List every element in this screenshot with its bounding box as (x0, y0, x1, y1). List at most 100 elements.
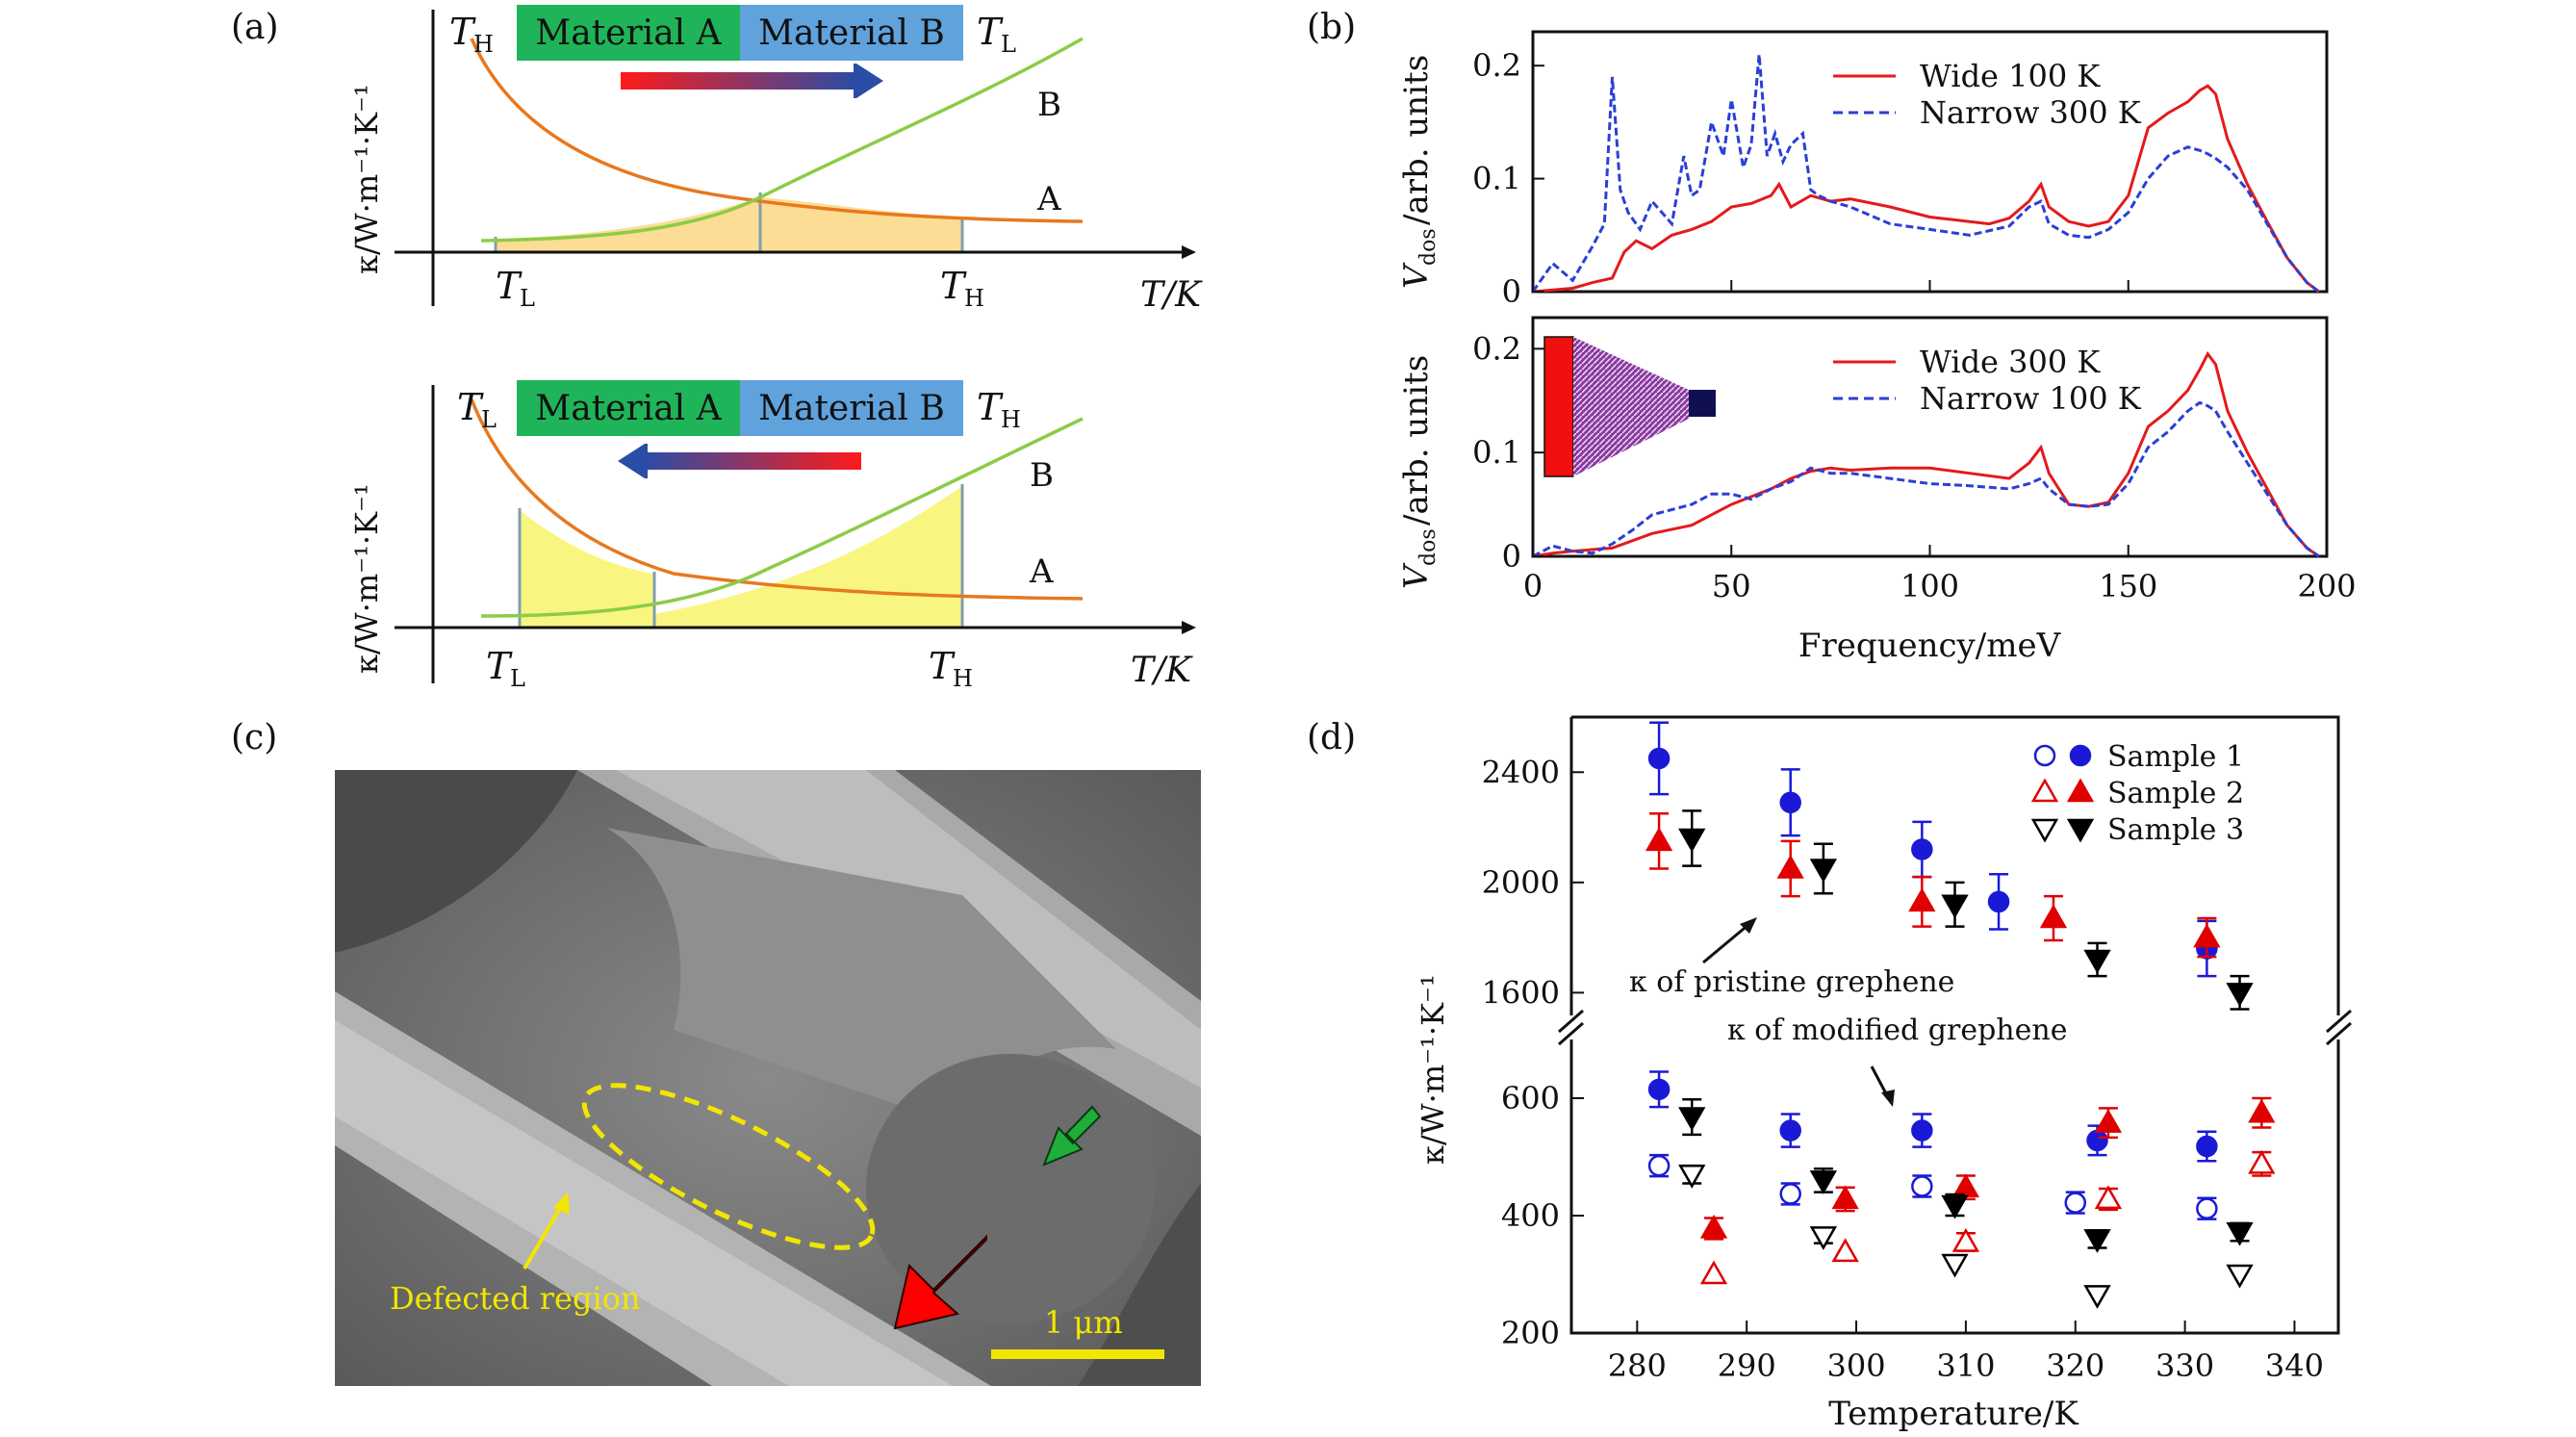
a-top-curve-b-label: B (1037, 86, 1061, 124)
sample-3-point (1809, 1170, 1838, 1194)
b-top-ylabel: V dos /arb. units (1397, 55, 1441, 289)
d-break-left-2 (1558, 1021, 1584, 1046)
d-annotation-modified-arrowhead (1881, 1090, 1895, 1107)
sample-3-point (1678, 1107, 1706, 1132)
b-bottom-legend-wide: Wide 300 K (1920, 344, 2101, 380)
sample-2-point (2193, 923, 2221, 948)
b-top-legend-wide: Wide 100 K (1920, 58, 2101, 94)
panel-c: (c) Defected region (231, 718, 1201, 1386)
d-xlabel: Temperature/K (1828, 1395, 2079, 1433)
d-legend-filled-marker (2066, 778, 2095, 803)
a-top-xlabel: T/K (1140, 275, 1203, 315)
sample-3-point (2083, 1285, 2111, 1309)
a-bottom-curve-a (470, 398, 1084, 601)
a-bottom-material-a-box (517, 380, 740, 436)
sample-1-point (1911, 1175, 1933, 1197)
b-xtick-label: 100 (1900, 568, 1959, 604)
a-top-tick-left-sub: L (520, 285, 535, 312)
d-annotation-pristine-arrowhead (1740, 917, 1757, 934)
sample-1-point (1647, 747, 1671, 770)
d-ytick-label: 1600 (1482, 974, 1560, 1011)
b-inset-wide-block (1543, 336, 1574, 477)
b-bottom-legend-narrow: Narrow 100 K (1920, 380, 2142, 417)
a-top-tick-left: T (496, 265, 523, 307)
sample-3-point (1941, 1253, 1969, 1278)
d-xtick-label: 290 (1718, 1347, 1776, 1384)
sample-2-point (2094, 1185, 2123, 1210)
sem-lower-band-core (335, 1020, 953, 1386)
sample-3-point (1941, 1194, 1969, 1219)
sample-2-point (1951, 1227, 1980, 1252)
red-arrow (893, 1234, 987, 1330)
sample-1-point (1647, 1078, 1671, 1101)
b-xtick-label: 50 (1712, 568, 1751, 604)
d-xtick-label: 300 (1826, 1347, 1885, 1384)
d-ytick-label: 200 (1501, 1315, 1560, 1351)
d-ylabel: κ/W·m⁻¹·K⁻¹ (1415, 974, 1451, 1165)
a-top-end-left: T (449, 11, 476, 53)
sem-membrane (606, 828, 1116, 1126)
a-bottom-end-left: T (457, 386, 484, 428)
panel-c-label: (c) (231, 718, 277, 757)
sample-3-point (1809, 859, 1838, 884)
a-bottom-tick-left-sub: L (510, 665, 525, 692)
b-bottom-plot: 0 0.1 0.2 Wide 300 K Narrow 100 K (1472, 316, 2329, 575)
a-top-end-left-sub: H (473, 31, 494, 58)
b-xlabel: Frequency/meV (1798, 627, 2062, 665)
d-ytick-label: 2400 (1482, 754, 1560, 790)
sample-2-point (2248, 1149, 2276, 1174)
a-top-flow-arrow (621, 72, 856, 90)
a-bottom-xlabel: T/K (1131, 651, 1193, 690)
a-bottom-end-right-sub: H (1001, 406, 1021, 433)
a-top-curve-b (480, 37, 1084, 243)
sample-2-point (1699, 1260, 1728, 1285)
a-top-x-arrowhead (1182, 245, 1196, 259)
a-top-material-b-label: Material B (758, 13, 945, 53)
b-bottom-ytick-label: 0 (1502, 538, 1521, 575)
b-top-ylabel-rest: /arb. units (1397, 55, 1436, 225)
d-legend-label: Sample 3 (2107, 813, 2244, 847)
a-top-curve-a (470, 38, 1084, 223)
b-top-series-group (1531, 54, 2320, 294)
a-bottom-tick-left: T (486, 645, 513, 687)
d-frame (1569, 715, 2340, 1335)
b-bottom-ylabel-rest: /arb. units (1397, 355, 1436, 526)
a-bottom-x-arrowhead (1182, 621, 1196, 634)
d-break-right-2 (2326, 1021, 2352, 1046)
scale-bar-label: 1 μm (1044, 1304, 1123, 1341)
sample-2-point (2248, 1098, 2276, 1123)
b-top-ticks: 0 0.1 0.2 (1472, 47, 2328, 310)
panel-a-top: Material A Material B T H T L B A T L T … (348, 5, 1203, 315)
b-top-plot: 0 0.1 0.2 Wide 100 K Narrow 300 K (1472, 30, 2329, 310)
d-ticks: 280 290 300 310 320 330 340 1600 2000 2400 200 400 6… (1482, 754, 2324, 1384)
d-points (1645, 721, 2276, 1309)
d-xtick-label: 340 (2265, 1347, 2324, 1384)
d-xtick-label: 310 (1936, 1347, 1995, 1384)
sample-2-point (1951, 1173, 1980, 1197)
sample-2-point (1908, 887, 1936, 912)
b-bottom-ylabel-sub: dos (1416, 528, 1441, 566)
sample-3-point (1678, 1165, 1706, 1189)
a-bottom-end-left-sub: L (481, 406, 497, 433)
a-bottom-flow-arrow (645, 452, 861, 470)
d-xtick-label: 330 (2155, 1347, 2214, 1384)
b-bottom-series-group (1532, 350, 2320, 558)
defect-annotation: Defected region (390, 1280, 641, 1317)
b-top-legend-narrow: Narrow 300 K (1920, 94, 2142, 131)
d-ytick-label: 400 (1501, 1197, 1560, 1234)
sample-2-point (2094, 1109, 2123, 1133)
b-inset-narrow-block (1689, 390, 1716, 417)
sample-1-point (1987, 890, 2010, 913)
sem-image: Defected region 1 μm (335, 770, 1201, 1386)
panel-a: (a) Material A Material B T H (231, 5, 1203, 692)
d-legend-label: Sample 1 (2107, 740, 2244, 774)
d-legend-open-marker (2030, 778, 2059, 803)
sample-1-point (2196, 1197, 2218, 1219)
a-bottom-ylabel: κ/W·m⁻¹·K⁻¹ (348, 483, 385, 674)
sample-3-point (2226, 1221, 2254, 1246)
a-bottom-material-b-label: Material B (758, 389, 945, 428)
sample-2-point (1776, 854, 1804, 879)
sample-2-point (1645, 827, 1673, 852)
a-top-flow-arrowhead (854, 64, 883, 98)
